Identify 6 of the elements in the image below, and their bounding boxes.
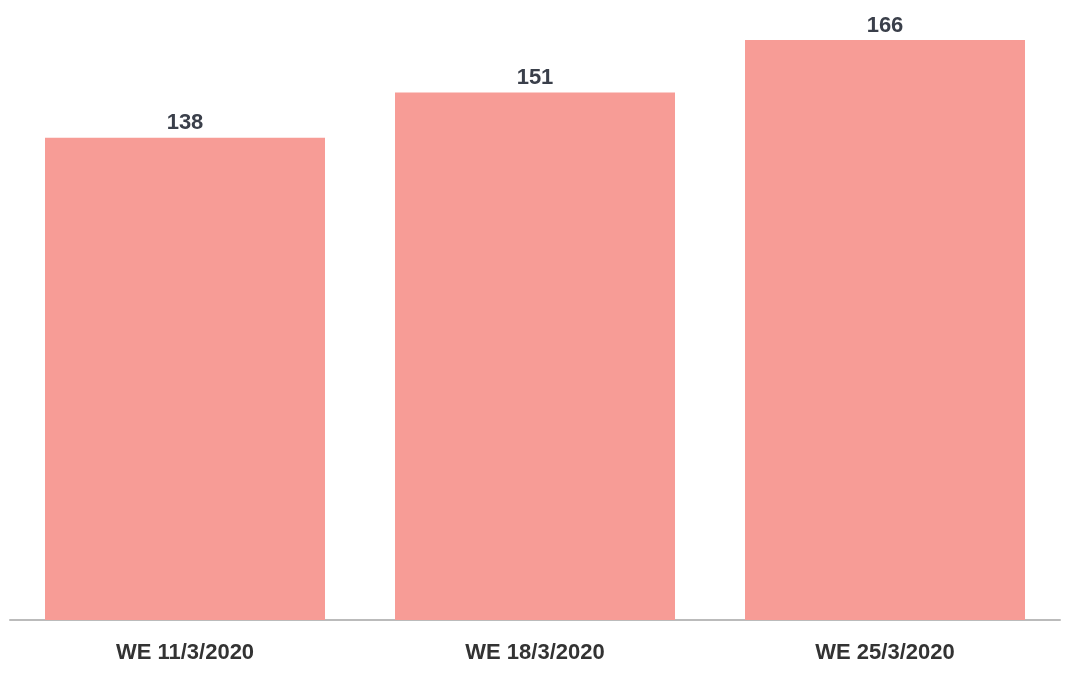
data-label: 138 [166,109,204,135]
data-label: 166 [866,11,904,37]
data-label: 151 [516,63,554,89]
x-tick-label: WE 11/3/2020 [115,638,255,664]
x-tick-label: WE 18/3/2020 [465,638,605,664]
x-tick-label: WE 25/3/2020 [815,638,955,664]
